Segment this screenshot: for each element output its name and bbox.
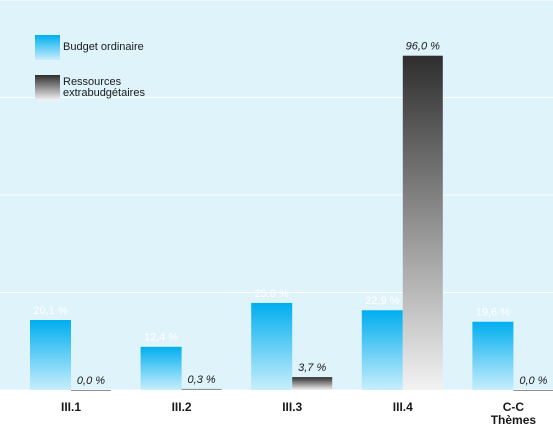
bar — [181, 388, 222, 390]
value-label: 22,9 % — [365, 295, 399, 307]
value-label: 20,1 % — [33, 305, 67, 317]
legend-label: Ressources extrabudgétaires — [63, 76, 145, 99]
bar — [472, 321, 514, 390]
x-tick-label: III.1 — [61, 400, 81, 414]
legend-label-line: extrabudgétaires — [63, 87, 145, 99]
bar — [71, 390, 111, 391]
legend-label: Budget ordinaire — [63, 41, 144, 53]
value-label: 0,0 % — [77, 375, 105, 387]
bar — [140, 346, 182, 390]
value-label: 0,0 % — [519, 375, 547, 387]
legend-swatch — [35, 35, 60, 60]
bar — [361, 310, 403, 390]
x-tick-label: C-C Thèmes — [491, 400, 537, 427]
value-label: 25,0 % — [255, 288, 289, 300]
bar — [513, 390, 553, 391]
x-tick-label: III.4 — [393, 400, 413, 414]
bar — [30, 320, 71, 390]
bar — [292, 377, 333, 390]
value-label: 96,0 % — [406, 41, 440, 53]
x-tick-label-line: C-C — [503, 400, 525, 414]
value-label: 3,7 % — [298, 362, 326, 374]
x-tick-label: III.2 — [172, 400, 192, 414]
bar — [402, 55, 443, 390]
value-label: 0,3 % — [188, 374, 216, 386]
x-tick-label: III.3 — [282, 400, 302, 414]
x-tick-label-line: Thèmes — [491, 413, 537, 427]
value-label: 19,6 % — [476, 307, 510, 319]
value-label: 12,4 % — [144, 332, 178, 344]
bar — [251, 302, 293, 390]
legend-swatch — [35, 75, 60, 100]
legend-label-line: Ressources — [63, 76, 122, 88]
